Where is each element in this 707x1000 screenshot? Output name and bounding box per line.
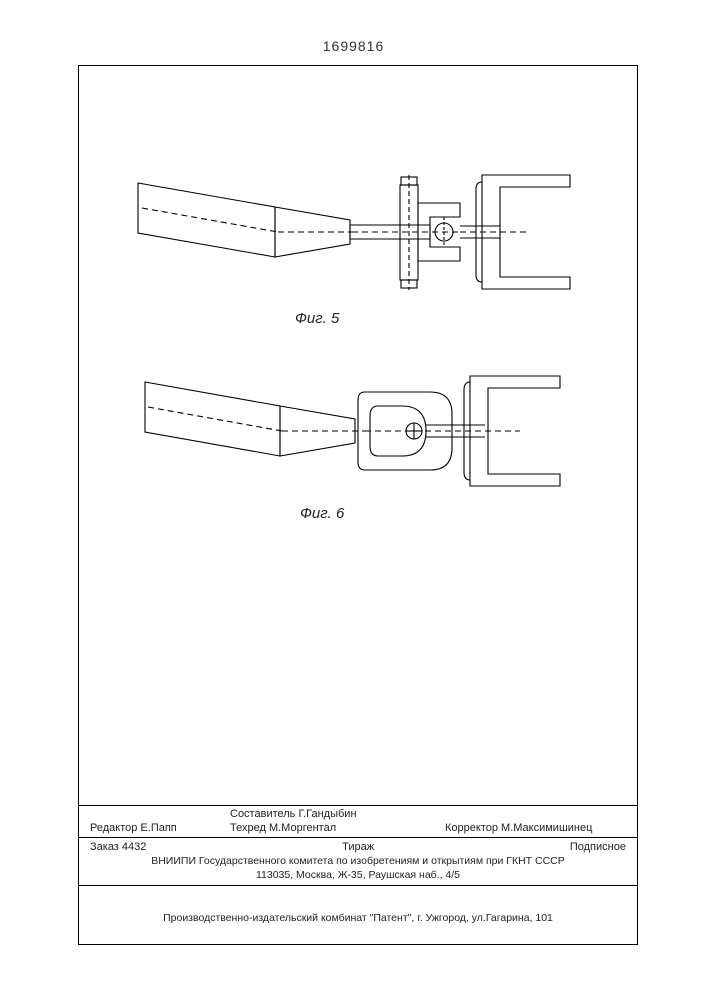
figure-5 xyxy=(130,165,580,325)
publication-info: Заказ 4432 Тираж Подписное ВНИИПИ Госуда… xyxy=(78,838,638,886)
figure-6-label: Фиг. 6 xyxy=(300,505,344,522)
address-line: 113035, Москва, Ж-35, Раушская наб., 4/5 xyxy=(90,868,626,882)
compiler-name: Г.Гандыбин xyxy=(298,808,356,820)
figure-6 xyxy=(130,370,580,520)
corrector-cell: Корректор М.Максимишинец xyxy=(445,822,626,834)
credits-row-2: Редактор Е.Папп Техред М.Моргентал Корре… xyxy=(78,822,638,838)
podpis-label: Подписное xyxy=(570,841,626,853)
info-row-1: Заказ 4432 Тираж Подписное xyxy=(90,841,626,854)
figure-6-svg xyxy=(130,370,580,520)
printer-line: Производственно-издательский комбинат "П… xyxy=(78,912,638,924)
organization-line: ВНИИПИ Государственного комитета по изоб… xyxy=(90,854,626,868)
tirazh-label: Тираж xyxy=(342,841,374,853)
order-label: Заказ xyxy=(90,841,119,853)
credits-block: Составитель Г.Гандыбин Редактор Е.Папп Т… xyxy=(78,805,638,886)
editor-cell2: Редактор Е.Папп xyxy=(90,822,230,834)
figure-5-label: Фиг. 5 xyxy=(295,310,339,327)
techred-name: М.Моргентал xyxy=(269,822,336,834)
compiler-label: Составитель xyxy=(230,808,295,820)
corrector-name: М.Максимишинец xyxy=(501,822,592,834)
techred-cell: Техред М.Моргентал xyxy=(230,822,445,834)
editor-name: Е.Папп xyxy=(140,822,176,834)
techred-label: Техред xyxy=(230,822,266,834)
editor-cell xyxy=(90,808,230,820)
figure-5-svg xyxy=(130,165,580,325)
editor-label: Редактор xyxy=(90,822,137,834)
credits-row-1: Составитель Г.Гандыбин xyxy=(78,805,638,822)
compiler-cell: Составитель Г.Гандыбин xyxy=(230,808,445,820)
order-cell: Заказ 4432 xyxy=(90,841,146,853)
corrector-label: Корректор xyxy=(445,822,498,834)
patent-number: 1699816 xyxy=(323,38,385,54)
order-no: 4432 xyxy=(122,841,146,853)
corrector-cell-empty xyxy=(445,808,626,820)
